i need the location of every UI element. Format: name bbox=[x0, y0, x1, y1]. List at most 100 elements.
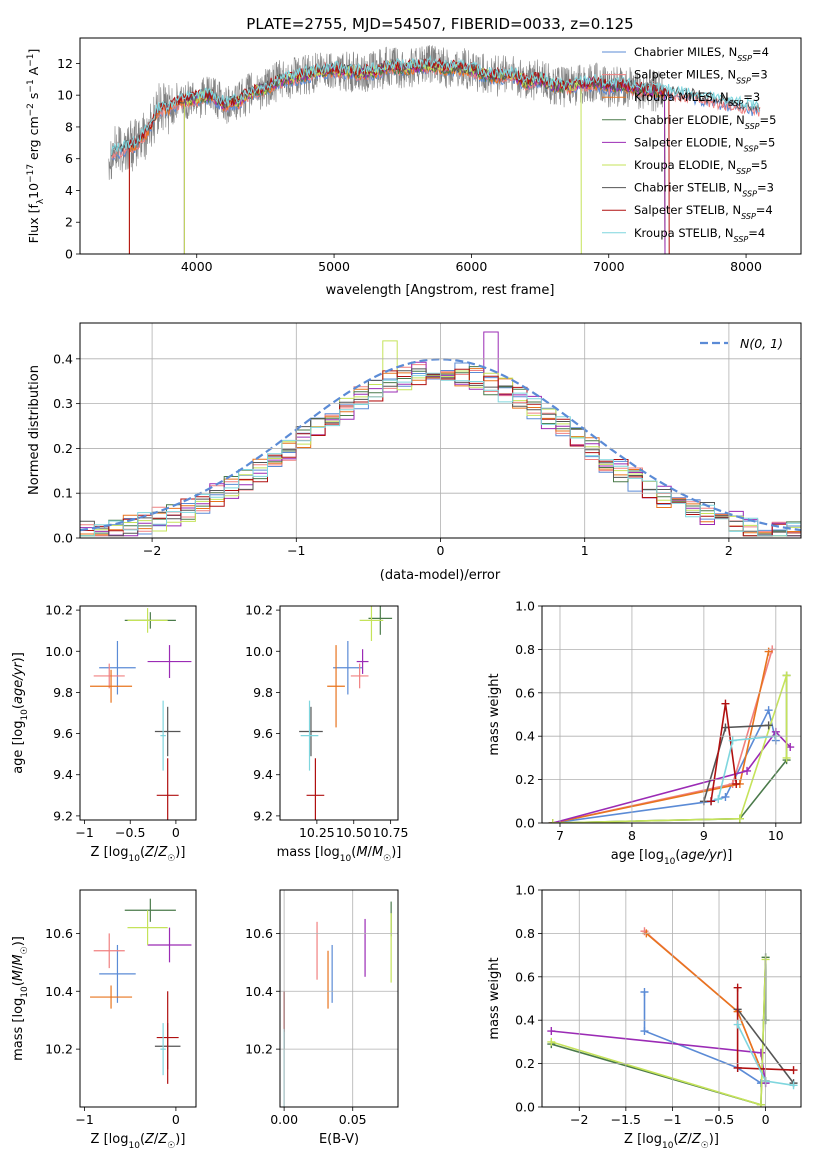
y-tick-label: 9.4 bbox=[253, 767, 273, 782]
y-tick-label: 0.2 bbox=[515, 772, 535, 787]
axis-layer: 7 8 9 10 0.0 0.2 0.4 0.6 0.8 1.0 bbox=[515, 599, 802, 843]
mass-vs-metallicity-axes: −1 010.210.410.6Z [log10(Z/Z☉)]mass [log1… bbox=[11, 889, 197, 1151]
weight-line-salpeter_elodie bbox=[552, 730, 791, 823]
y-tick-label: 0.3 bbox=[53, 396, 73, 411]
axis-layer: 0.00 0.05 10.2 10.4 10.6 bbox=[245, 889, 399, 1127]
x-tick-label: −1.5 bbox=[611, 1112, 641, 1127]
errorbar-chabrier_elodie bbox=[368, 606, 393, 635]
y-axis-label-part: )] bbox=[11, 936, 26, 946]
y-axis-label-part: mass weight bbox=[487, 673, 502, 755]
y-tick-label: 1.0 bbox=[515, 599, 535, 614]
y-axis-label: Flux [fλ10−17 erg cm−2 s−1 A−1] bbox=[26, 49, 46, 244]
y-axis-label-part: age [log bbox=[11, 721, 26, 774]
x-tick-label: 0 bbox=[437, 543, 445, 558]
y-tick-label: 4 bbox=[65, 183, 73, 198]
y-axis-label-part: ( bbox=[11, 981, 26, 986]
x-axis-label-part: Z [log bbox=[624, 1132, 662, 1147]
y-axis-label-part: ] bbox=[26, 49, 41, 54]
errorbar-salpeter_elodie bbox=[356, 649, 369, 674]
y-axis-label: mass weight bbox=[487, 957, 502, 1039]
axis-layer: 4000 5000 6000 7000 8000 0 2 4 6 8 10 12 bbox=[57, 37, 802, 274]
errorbar-salpeter_elodie bbox=[147, 645, 192, 679]
x-axis-label-part: )] bbox=[722, 848, 732, 863]
legend-label: Kroupa MILES, NSSP=3 bbox=[634, 90, 760, 108]
y-axis-label: mass [log10(M/M☉)] bbox=[11, 936, 30, 1061]
y-axis-label-part: −1 bbox=[26, 79, 36, 92]
errorbar-salpeter_miles bbox=[93, 933, 125, 969]
errorbar-kroupa_stelib bbox=[160, 1023, 166, 1076]
legend-label: Salpeter STELIB, NSSP=4 bbox=[634, 203, 773, 221]
y-axis-label-part: ( bbox=[11, 704, 26, 709]
y-axis-label-part: 10 bbox=[20, 986, 30, 998]
x-axis-label: (data-model)/error bbox=[380, 568, 501, 583]
errorbar-salpeter_stelib bbox=[156, 758, 179, 820]
weight-marker bbox=[733, 1020, 742, 1029]
legend-label-suffix: =3 bbox=[757, 181, 774, 195]
weight-line-kroupa_miles bbox=[552, 651, 770, 823]
errorbar-kroupa_stelib bbox=[300, 700, 319, 771]
errorbar-salpeter_miles bbox=[350, 663, 369, 689]
x-axis-label: Z [log10(Z/Z☉)] bbox=[91, 845, 186, 864]
legend-label: Chabrier ELODIE, NSSP=5 bbox=[634, 113, 776, 131]
y-tick-label: 0.6 bbox=[515, 969, 535, 984]
axis-layer: −1 0 10.2 10.4 10.6 bbox=[45, 889, 197, 1127]
y-tick-label: 0.0 bbox=[515, 1100, 535, 1115]
legend-label-suffix: =3 bbox=[743, 90, 760, 104]
y-axis-label-part: erg cm bbox=[26, 116, 41, 164]
x-tick-label: 0 bbox=[172, 825, 180, 840]
y-axis-label-part: M bbox=[11, 954, 26, 965]
legend-label-sub: SSP bbox=[737, 54, 752, 63]
weight-marker bbox=[707, 797, 716, 806]
x-axis-label: E(B-V) bbox=[319, 1132, 359, 1147]
y-tick-label: 10.4 bbox=[45, 984, 73, 999]
y-tick-label: 0.2 bbox=[53, 441, 73, 456]
x-axis-label-part: age/yr bbox=[680, 848, 723, 863]
y-tick-label: 0.8 bbox=[515, 642, 535, 657]
x-tick-label: 8 bbox=[628, 828, 636, 843]
y-axis-label-part: −1 bbox=[26, 54, 36, 67]
y-axis-label-part: mass weight bbox=[487, 957, 502, 1039]
x-axis-label: mass [log10(M/M☉)] bbox=[277, 845, 402, 864]
y-tick-label: 0 bbox=[65, 247, 73, 262]
y-tick-label: 10.0 bbox=[45, 644, 73, 659]
x-axis-label-part: / bbox=[687, 1132, 692, 1147]
legend-label-text: Salpeter MILES, N bbox=[634, 68, 736, 82]
plot-area bbox=[90, 898, 192, 1084]
legend-label-text: Salpeter ELODIE, N bbox=[634, 135, 744, 149]
x-tick-label: −0.5 bbox=[115, 825, 145, 840]
weight-marker bbox=[743, 766, 752, 775]
weight-marker bbox=[640, 987, 649, 996]
y-axis-label-part: M bbox=[11, 970, 26, 981]
x-axis-label-part: Z [log bbox=[91, 845, 129, 860]
x-tick-label: 9 bbox=[700, 828, 708, 843]
y-tick-label: 0.0 bbox=[515, 816, 535, 831]
weight-marker bbox=[756, 1100, 765, 1107]
y-tick-label: 10.2 bbox=[45, 1042, 73, 1057]
legend-label-sub: SSP bbox=[729, 99, 744, 108]
legend-label-sub: SSP bbox=[736, 167, 751, 176]
y-tick-label: 9.4 bbox=[53, 767, 73, 782]
weight-marker bbox=[721, 792, 730, 801]
axes-frame bbox=[541, 605, 802, 824]
axis-layer: 10.25 10.50 10.75 9.2 9.4 9.6 9.8 10.0 10.2 bbox=[245, 603, 408, 840]
x-tick-label: 10.25 bbox=[299, 825, 335, 840]
x-axis-label-part: / bbox=[154, 1132, 159, 1147]
legend-label-text: Chabrier STELIB, N bbox=[634, 181, 742, 195]
x-axis-label-part: mass [log bbox=[277, 845, 340, 860]
legend-label: Chabrier MILES, NSSP=4 bbox=[634, 45, 769, 63]
weight-marker bbox=[764, 706, 773, 715]
x-tick-label: −1 bbox=[663, 1112, 681, 1127]
axis-layer: −1 −0.5 0 9.2 9.4 9.6 9.8 10.0 10.2 bbox=[45, 603, 197, 840]
plot-area bbox=[299, 606, 393, 820]
y-tick-label: 9.8 bbox=[53, 685, 73, 700]
y-tick-label: 0.0 bbox=[53, 531, 73, 546]
weight-marker bbox=[728, 736, 737, 745]
legend-label-sub: SSP bbox=[741, 212, 756, 221]
x-axis-label-part: ( bbox=[140, 1132, 145, 1147]
mass-weight-vs-metallicity-axes: −2 −1.5 −1 −0.5 0 0.0 0.2 0.4 0.6 0.8 1.0 Z [log10(… bbox=[487, 883, 802, 1151]
legend-label: N(0, 1) bbox=[740, 336, 783, 351]
x-tick-label: 1 bbox=[581, 543, 589, 558]
legend-label-suffix: =5 bbox=[758, 135, 775, 149]
